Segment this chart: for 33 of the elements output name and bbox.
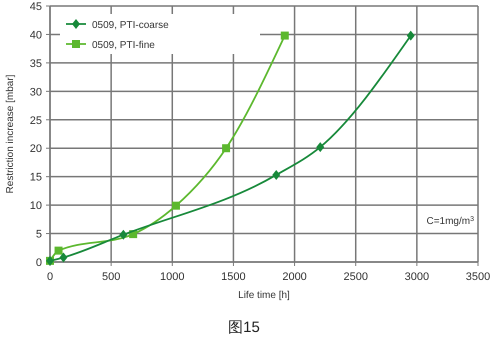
y-tick-label: 25 [30, 114, 42, 127]
point [316, 142, 324, 152]
x-tick-label: 3000 [404, 271, 430, 283]
x-tick-label: 0 [46, 271, 54, 283]
point [222, 144, 230, 152]
caption: 图15 [228, 319, 260, 336]
y-tick-label: 45 [30, 1, 42, 13]
x-tick-label: 2500 [343, 271, 368, 283]
y-axis-title: Restriction increase [mbar] [5, 74, 16, 194]
point [59, 252, 68, 262]
x-tick-label: 2000 [282, 271, 307, 283]
x-tick-label: 500 [102, 271, 120, 283]
x-axis-title: Life time [h] [238, 290, 290, 301]
point [172, 202, 180, 210]
x-tick-label: 1000 [160, 271, 185, 283]
legend-label: 0509, PTI-coarse [92, 20, 170, 31]
y-tick-label: 20 [30, 143, 42, 156]
y-tick-label: 5 [36, 228, 42, 241]
legend-label: 0509, PTI-fine [92, 40, 156, 51]
x-tick-label: 3500 [466, 271, 490, 283]
y-tick-label: 10 [30, 200, 42, 212]
point [406, 30, 415, 41]
point [54, 246, 63, 255]
annotation: C=1mg/m$^{3}$ [426, 216, 474, 227]
y-tick-label: 40 [30, 29, 42, 42]
x-tick-label: 1500 [221, 271, 246, 283]
point [280, 32, 289, 40]
point [119, 230, 128, 240]
y-tick-label: 30 [30, 86, 42, 98]
y-tick-label: 0 [36, 257, 42, 269]
y-tick-label: 35 [30, 58, 42, 70]
y-tick-label: 15 [30, 172, 42, 184]
point [272, 170, 280, 180]
